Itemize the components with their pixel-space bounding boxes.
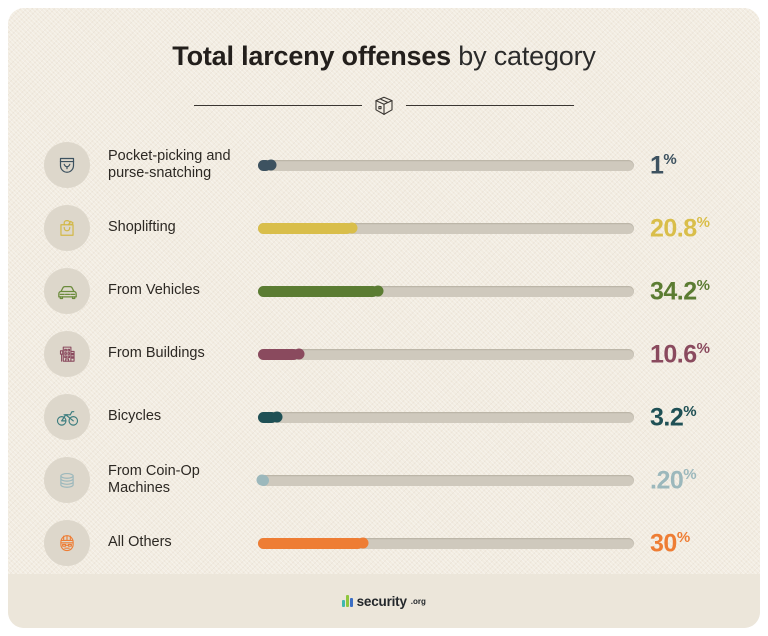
category-label: All Others [108, 534, 172, 551]
value-number: 30 [650, 528, 677, 557]
progress-track[interactable] [258, 411, 634, 423]
page-title-rest: by category [451, 41, 596, 71]
footer: security .org [8, 574, 760, 628]
buildings-icon [54, 341, 80, 367]
category-label: From Buildings [108, 345, 205, 362]
value-number: .20 [650, 465, 684, 494]
value-unit: % [696, 339, 711, 357]
progress-knob [346, 222, 358, 234]
progress-knob [293, 348, 305, 360]
divider-rule-left [194, 104, 362, 107]
table-row: From Buildings 10.6% [44, 323, 736, 386]
table-row: Pocket-picking and purse-snatching 1% [44, 134, 736, 197]
value-label: 30% [640, 529, 736, 558]
progress-knob [372, 285, 384, 297]
table-row: From Coin-Op Machines .20% [44, 449, 736, 512]
progress-track[interactable] [258, 159, 634, 171]
value-number: 3.2 [650, 402, 684, 431]
category-icon-badge [44, 142, 90, 189]
value-unit: % [663, 150, 677, 168]
progress-fill [258, 537, 364, 549]
progress-track-wrap [258, 285, 640, 297]
value-unit: % [696, 276, 711, 294]
value-number: 1 [650, 150, 664, 179]
value-label: 34.2% [640, 277, 736, 306]
progress-track-wrap [258, 222, 640, 234]
value-unit: % [683, 465, 697, 483]
progress-track-wrap [256, 474, 640, 486]
infographic-card: Total larceny offenses by category [8, 8, 760, 628]
value-label: 3.2% [640, 403, 736, 432]
title-divider [8, 94, 760, 118]
category-icon-badge [44, 268, 90, 315]
page-title-strong: Total larceny offenses [172, 41, 451, 71]
coins-icon [54, 467, 80, 493]
bicycle-icon [54, 404, 81, 431]
value-label: 20.8% [640, 214, 736, 243]
progress-fill [258, 411, 277, 423]
category-label: From Vehicles [108, 282, 200, 299]
progress-fill [258, 159, 272, 171]
progress-track[interactable] [258, 285, 634, 297]
progress-track-wrap [258, 159, 640, 171]
category-label: Pocket-picking and purse-snatching [108, 147, 231, 182]
value-unit: % [676, 528, 691, 546]
car-icon [54, 278, 81, 305]
progress-fill [258, 222, 352, 234]
value-number: 20.8 [650, 213, 697, 242]
progress-track[interactable] [258, 348, 634, 360]
progress-fill [258, 285, 379, 297]
progress-track-wrap [258, 411, 640, 423]
progress-track[interactable] [258, 537, 634, 549]
progress-knob [271, 411, 283, 423]
progress-track[interactable] [256, 474, 634, 486]
table-row: Bicycles 3.2% [44, 386, 736, 449]
progress-knob [357, 537, 369, 549]
category-icon-badge [44, 457, 90, 504]
divider-rule-right [406, 104, 574, 107]
value-number: 10.6 [650, 339, 697, 368]
page-title: Total larceny offenses by category [8, 8, 760, 72]
category-label: Bicycles [108, 408, 162, 425]
value-label: 1% [640, 151, 736, 180]
progress-track[interactable] [258, 222, 634, 234]
category-label: Shoplifting [108, 219, 176, 236]
shopping-bag-icon [54, 215, 80, 241]
progress-track-wrap [258, 348, 640, 360]
table-row: Shoplifting 20.8% [44, 197, 736, 260]
category-icon-badge [44, 394, 90, 441]
value-number: 34.2 [650, 276, 697, 305]
progress-track-wrap [258, 537, 640, 549]
progress-knob [265, 159, 277, 171]
table-row: From Vehicles 34.2% [44, 260, 736, 323]
pocket-icon [54, 152, 80, 178]
category-icon-badge [44, 205, 90, 252]
value-unit: % [683, 402, 697, 420]
security-logo-icon [342, 595, 353, 607]
category-icon-badge [44, 331, 90, 378]
value-label: .20% [640, 466, 736, 495]
progress-fill [258, 348, 300, 360]
brand-name: security [356, 593, 407, 609]
category-label: From Coin-Op Machines [108, 462, 200, 497]
brand-tld: .org [410, 596, 426, 606]
progress-knob [256, 474, 268, 486]
category-icon-badge [44, 520, 90, 567]
value-label: 10.6% [640, 340, 736, 369]
burglar-icon [54, 530, 80, 556]
value-unit: % [696, 213, 711, 231]
category-list: Pocket-picking and purse-snatching 1% [8, 134, 760, 575]
package-box-icon [372, 94, 396, 118]
table-row: All Others 30% [44, 512, 736, 575]
